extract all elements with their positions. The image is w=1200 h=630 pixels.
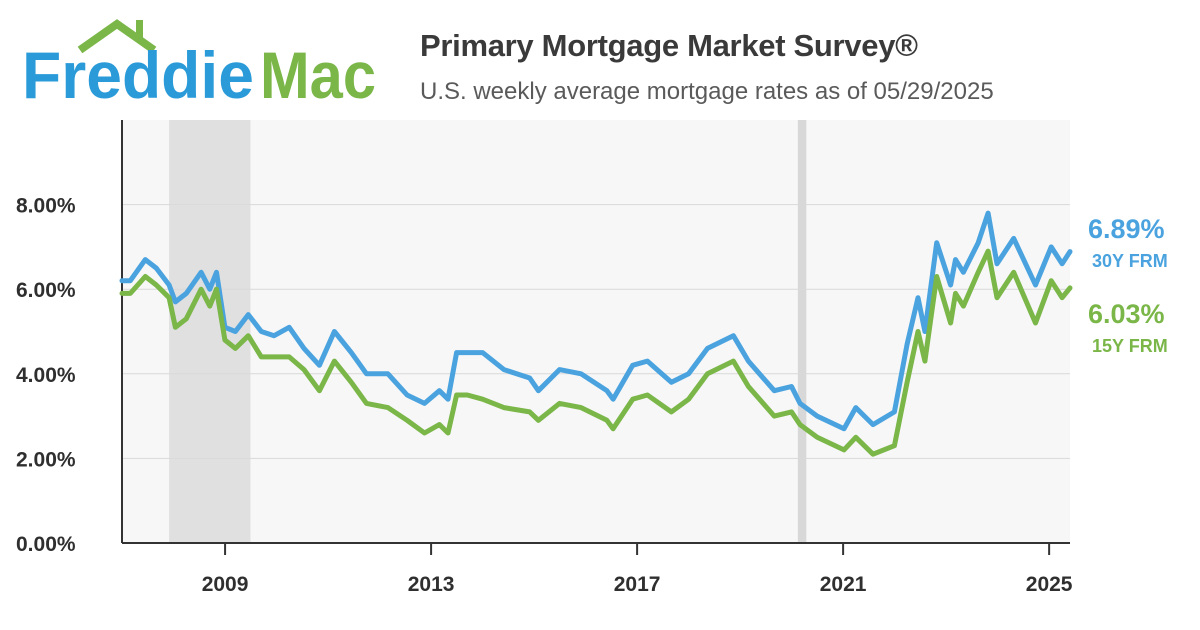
x-tick-label: 2021 <box>820 573 867 596</box>
y-tick-label: 6.00% <box>16 279 76 302</box>
y-tick-label: 4.00% <box>16 364 76 387</box>
x-tick-label: 2009 <box>202 573 249 596</box>
x-tick-label: 2017 <box>614 573 661 596</box>
y-tick-label: 0.00% <box>16 533 76 556</box>
house-roof-icon <box>77 19 157 54</box>
y-tick-label: 2.00% <box>16 448 76 471</box>
x-tick-label: 2013 <box>408 573 455 596</box>
x-tick-label: 2025 <box>1026 573 1073 596</box>
chart-title: Primary Mortgage Market Survey® <box>420 28 918 63</box>
chart-subtitle: U.S. weekly average mortgage rates as of… <box>420 78 994 105</box>
end-name-label-15y: 15Y FRM <box>1092 336 1168 356</box>
series-line-15y-frm <box>119 248 1073 457</box>
house-chimney-icon <box>136 20 143 38</box>
logo-text-mac: Mac <box>260 38 376 109</box>
recession-band <box>797 120 807 543</box>
y-tick-label: 8.00% <box>16 195 76 218</box>
logo-text-freddie: Freddie <box>22 38 254 109</box>
end-value-label-30y: 6.89% <box>1088 214 1165 244</box>
end-value-label-15y: 6.03% <box>1088 299 1165 329</box>
series-line-30y-frm <box>119 210 1073 432</box>
freddie-mac-logo: Freddie Mac <box>22 19 376 109</box>
end-name-label-30y: 30Y FRM <box>1092 251 1168 271</box>
